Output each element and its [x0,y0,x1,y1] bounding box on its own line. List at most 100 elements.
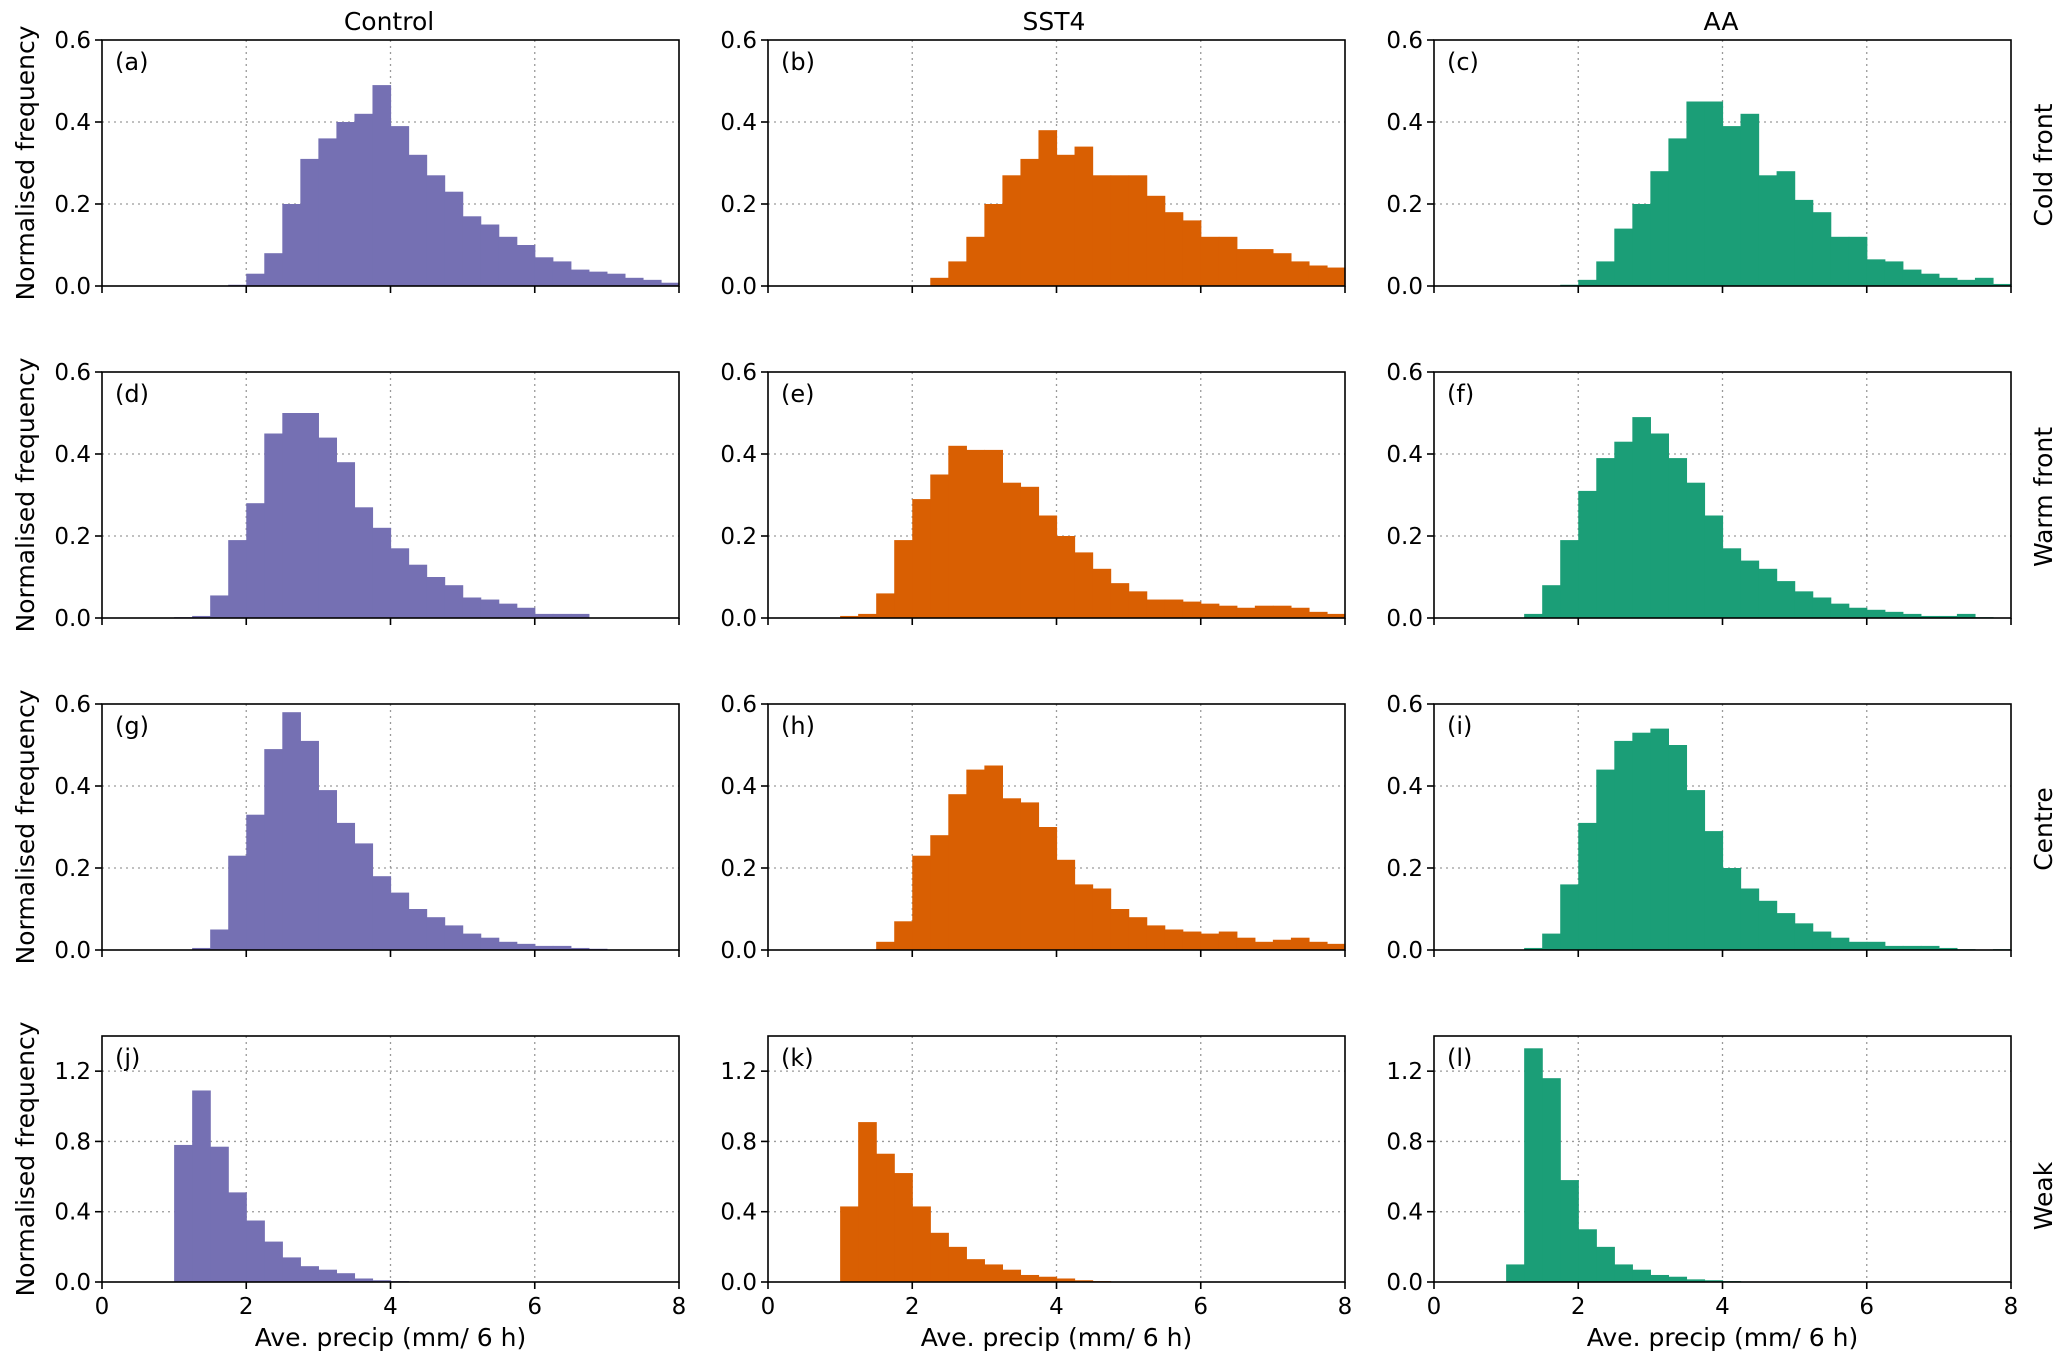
histogram-bar [1524,613,1543,618]
histogram-bar [1776,171,1796,286]
y-tick-label: 0.6 [1386,28,1423,54]
y-axis-label: Normalised frequency [11,689,40,964]
x-axis-label-sst4: Ave. precip (mm/ 6 h) [921,1323,1192,1352]
histogram-bar [336,1273,356,1282]
histogram-bar [570,613,590,618]
histogram-bar [876,941,895,950]
y-tick-label: 0.6 [1386,360,1423,386]
x-tick-label: 4 [1715,1294,1730,1320]
histogram-bar [1956,613,1976,618]
histogram-bar [264,253,283,286]
panel-c: 0.0 0.2 0.4 0.6 (c) [1386,28,2012,300]
x-tick-label: 8 [2004,1294,2019,1320]
histogram-bar [1722,126,1742,286]
histogram-bar [570,947,590,950]
y-tick-label: 0.0 [720,606,757,632]
histogram-bar [1884,945,1904,950]
histogram-bar [1686,101,1706,286]
histogram-bar [912,1206,931,1282]
y-tick-label: 0.0 [720,274,757,300]
y-tick-label: 1.2 [54,1059,91,1085]
histogram-bar [1812,597,1832,618]
panel-label-i: (i) [1447,712,1472,740]
row-label-cold-front: Cold front [2029,103,2058,226]
histogram-bar [1722,548,1742,618]
histogram-bar [1920,273,1940,286]
histogram-bar [1254,941,1274,950]
histogram-bar [1704,515,1724,618]
histogram-bar [1092,888,1112,950]
histogram-bar [318,437,338,618]
histogram-bar [480,599,500,618]
y-tick-label: 0.0 [1386,606,1423,632]
y-tick-label: 0.2 [1386,524,1423,550]
histogram-bar [1542,933,1561,950]
histogram-bar [192,947,211,950]
histogram-bar [1704,831,1724,950]
histogram-bar [1902,945,1922,950]
histogram-bar [1848,941,1868,950]
histogram-bar [1200,933,1220,950]
histogram-bar [912,499,931,618]
histogram-bar [372,1280,392,1282]
histogram-bar [372,85,392,286]
panel-k: 0 2 4 6 8 0.0 0.4 0.8 1.2 (k) Ave. precip (mm/ 6 h… [720,1035,1352,1352]
histogram-bar [1650,728,1670,950]
histogram-bar [948,445,967,618]
y-tick-label: 0.4 [1386,1200,1423,1226]
x-axis-label-aa: Ave. precip (mm/ 6 h) [1587,1323,1858,1352]
histogram-bar [1596,1246,1615,1282]
histogram-bar [354,113,374,286]
histogram-bar [876,593,895,618]
histogram-bar [1182,220,1202,286]
histogram-bar [462,216,482,286]
histogram-bar [426,175,446,286]
panel-label-l: (l) [1447,1044,1472,1072]
y-tick-label: 0.4 [720,774,757,800]
histogram-bar [408,909,428,950]
histogram-bar [570,269,590,286]
histogram-bar [192,615,211,618]
histogram-bar [1578,279,1597,286]
histogram-bar [1020,802,1040,950]
histogram-bar [1002,798,1022,950]
histogram-bar [462,597,482,618]
histogram-bar [1632,732,1651,950]
histogram-bar [1200,236,1220,286]
histogram-bar [1326,267,1346,286]
histogram-bar [354,507,374,618]
y-tick-label: 0.6 [54,28,91,54]
histogram-bar [498,941,518,950]
histogram-bar [948,794,967,950]
histogram-bar [1092,568,1112,618]
histogram-bar [984,1264,1004,1282]
y-tick-label: 0.4 [1386,442,1423,468]
y-tick-label: 0.0 [54,274,91,300]
histogram-bar [498,603,518,618]
histogram-bar [1650,1274,1670,1282]
histogram-bar [1164,599,1184,618]
histogram-bar [264,749,283,950]
histogram-bar [1506,1264,1525,1282]
histogram-bar [624,277,644,286]
histogram-bar [1056,1278,1076,1282]
histogram-bar [210,929,229,950]
histogram-bar [318,138,338,286]
histogram-bar [840,1206,859,1282]
y-tick-label: 0.0 [54,938,91,964]
histogram-bar [1938,277,1958,286]
y-axis-label: Normalised frequency [11,1021,40,1296]
histogram-bar [984,765,1004,950]
histogram-bar [1596,261,1615,286]
histogram-bar [1092,175,1112,286]
histogram-bar [1668,138,1688,286]
histogram-bar [318,1269,338,1282]
histogram-bar [930,277,949,286]
histogram-bar [1614,1264,1633,1282]
histogram-bar [300,1266,319,1282]
histogram-bar [966,1259,985,1282]
histogram-bar [390,126,410,286]
panel-h: 0.0 0.2 0.4 0.6 (h) [720,692,1346,964]
histogram-bar [354,843,374,950]
histogram-bar [966,236,985,286]
